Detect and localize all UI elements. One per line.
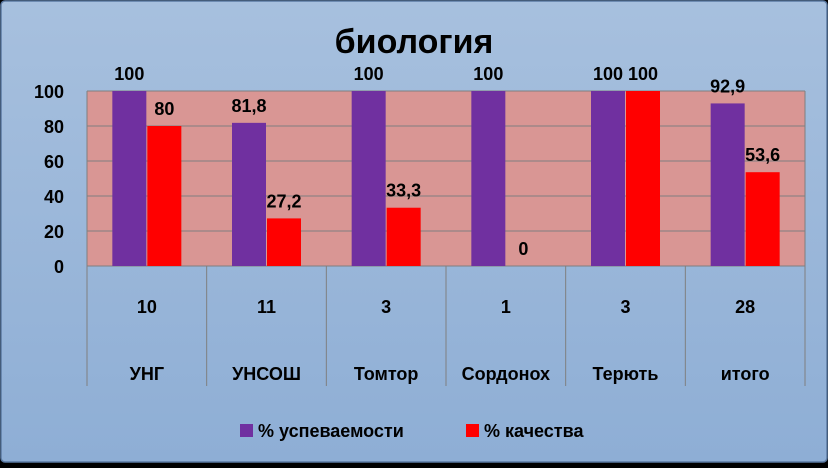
data-label: 92,9 [710, 76, 745, 96]
plot-area: 0204060801001008010УНГ81,827,211УНСОШ100… [34, 64, 806, 386]
bar-uspevaemost [591, 91, 625, 266]
x-subcategory-label: 1 [501, 297, 511, 317]
data-label: 0 [518, 239, 528, 259]
x-subcategory-label: 10 [137, 297, 157, 317]
x-subcategory-label: 3 [381, 297, 391, 317]
legend-swatch [240, 424, 253, 437]
legend-label: % успеваемости [258, 421, 404, 441]
bar-kachestvo [386, 207, 421, 266]
x-category-label: Сордонох [462, 364, 550, 384]
x-subcategory-label: 11 [257, 297, 276, 317]
legend-swatch [466, 424, 479, 437]
x-category-label: итого [721, 364, 770, 384]
data-label: 33,3 [386, 181, 421, 201]
y-tick-label: 60 [44, 152, 64, 172]
y-tick-label: 20 [44, 222, 64, 242]
data-label: 100 [628, 64, 658, 84]
bar-uspevaemost [232, 122, 266, 266]
data-label: 27,2 [266, 191, 301, 211]
bar-uspevaemost [710, 103, 745, 266]
plot-background [87, 91, 805, 266]
y-tick-label: 40 [44, 187, 64, 207]
x-subcategory-label: 28 [735, 297, 755, 317]
data-label: 53,6 [745, 145, 780, 165]
x-category-label: УНСОШ [232, 364, 301, 384]
x-subcategory-label: 3 [620, 297, 630, 317]
y-tick-label: 100 [34, 82, 64, 102]
bar-kachestvo [745, 172, 780, 266]
data-label: 100 [593, 64, 623, 84]
data-label: 100 [114, 64, 144, 84]
data-label: 100 [354, 64, 384, 84]
x-category-label: Томтор [354, 364, 419, 384]
data-label: 100 [473, 64, 503, 84]
x-category-label: УНГ [130, 364, 164, 384]
bar-kachestvo [147, 126, 182, 266]
chart-title: биология [335, 23, 494, 61]
data-label: 81,8 [231, 96, 266, 116]
bar-kachestvo [267, 218, 301, 266]
bar-uspevaemost [112, 91, 147, 266]
data-label: 80 [154, 99, 174, 119]
legend-label: % качества [484, 421, 584, 441]
x-category-label: Терють [593, 364, 659, 384]
y-tick-label: 80 [44, 117, 64, 137]
bar-uspevaemost [471, 91, 506, 266]
bar-kachestvo [626, 91, 660, 266]
chart-legend: % успеваемости % качества [240, 421, 584, 441]
bar-uspevaemost [351, 91, 386, 266]
y-tick-label: 0 [54, 257, 64, 277]
